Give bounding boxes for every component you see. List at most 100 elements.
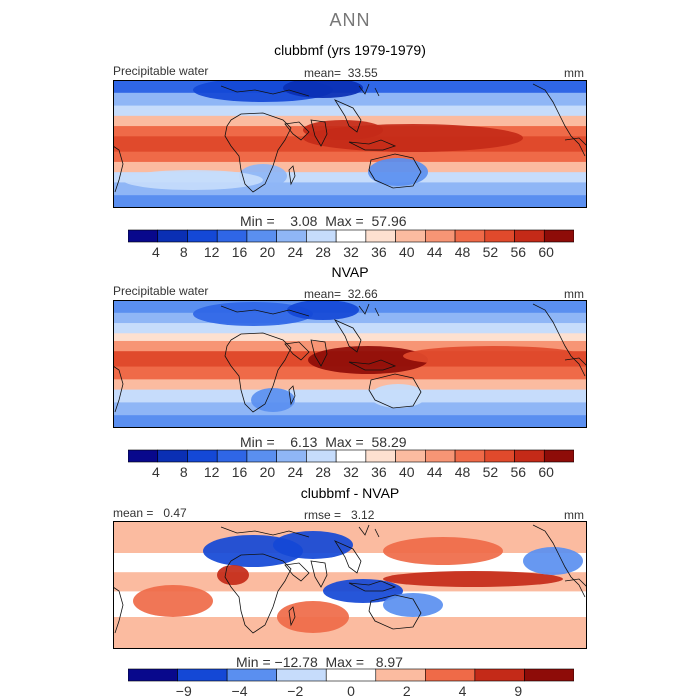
map-1-band [113,161,587,173]
central-america-coastline [532,524,586,598]
indonesia-coastline [348,139,397,151]
panel-1-variable-label: Precipitable water [113,64,209,78]
colorbar-2-tick-label: 8 [180,464,188,480]
colorbar-3-swatch [226,668,277,682]
panel-2-min-label: Min = [240,434,275,450]
colorbar-2-tick-label: 40 [399,464,415,480]
east-asia-coastline [358,524,380,538]
colorbar-2-tick-label: 32 [343,464,359,480]
map-2-dry-asia [287,300,359,320]
panel-3-units: mm [564,508,584,522]
map-3-central-america-negative [523,547,583,575]
mediterranean-coastline [220,305,310,317]
south-america-coastline [113,578,587,634]
colorbar-2-tick-label: 24 [287,464,303,480]
colorbar-1-swatch [454,229,486,243]
colorbar-2-swatch [425,449,456,463]
india-coastline [310,560,328,588]
colorbar-2-swatch [216,449,248,463]
panel-1-min-label: Min = [240,213,275,229]
colorbar-1-swatch [187,229,218,243]
colorbar-3-swatch [375,668,426,682]
arabia-coastline [284,121,310,141]
colorbar-1-tick-label: 8 [180,244,188,260]
colorbar-2-tick-label: 44 [427,464,443,480]
colorbar-1-tick-label: 24 [287,244,303,260]
colorbar-2-tick-label: 28 [315,464,331,480]
colorbar-1-tick-label: 16 [232,244,248,260]
colorbar-2-swatch [276,449,307,463]
panel-1-min-value: 3.08 [290,213,318,229]
colorbar-1-swatch [425,229,456,243]
colorbar-3-swatch [425,668,476,682]
map-2-band [113,379,587,391]
panel-2-title: NVAP [331,264,369,280]
panel-1-minmax: Min = 3.08 Max = 57.96 [240,213,407,229]
india-coastline [310,339,328,367]
map-2-band [113,312,587,324]
map-3-band [113,553,587,573]
map-2-australia [370,384,426,408]
east-asia-coastline [358,83,380,97]
panel-1-mean-value: 33.55 [347,66,378,80]
colorbar-1-swatch [276,229,307,243]
panel-3-colorbar: −9 −4 −2 0 2 4 9 [128,668,574,698]
colorbar-1-swatch [128,229,159,243]
colorbar-1-swatch [216,229,248,243]
colorbar-1-swatch [335,229,367,243]
colorbar-2-swatch [187,449,218,463]
panel-1-units: mm [564,66,584,80]
colorbar-2-swatch [128,449,159,463]
map-3-australia-negative [383,593,443,617]
colorbar-2-tick-label: 20 [260,464,276,480]
colorbar-1-tick-label: 52 [483,244,499,260]
colorbar-2-swatch [543,449,574,463]
indonesia-coastline [348,359,397,371]
colorbar-1-tick-label: 40 [399,244,415,260]
map-1-dry-asia [283,80,363,98]
colorbar-2-tick-label: 56 [510,464,526,480]
se-asia-coastline [333,319,362,353]
panel-2-map [113,300,587,428]
colorbar-3-swatch [474,668,525,682]
panel-3-min-label: Min = [236,654,271,670]
panel-1-mean-label: mean= 33.55 [304,66,378,80]
map-1-band [113,172,587,183]
panel-1-map [113,80,587,208]
map-2-pacific-itcz [403,346,583,366]
arabia-coastline [284,562,310,582]
colorbar-1-swatch [395,229,426,243]
colorbar-1-tick-label: 12 [204,244,220,260]
south-america-coastline [113,357,587,413]
se-asia-coastline [333,540,362,574]
map-2-band [113,415,587,428]
colorbar-1-tick-label: 56 [510,244,526,260]
colorbar-2-swatch [514,449,545,463]
colorbar-1-tick-label: 32 [343,244,359,260]
australia-coastline [368,594,422,630]
australia-coastline [368,373,422,409]
australia-coastline [368,153,422,189]
colorbar-3-tick-label: 0 [347,683,355,698]
colorbar-2-swatch [365,449,396,463]
panel-1-mean-text: mean= [304,66,342,80]
panel-3-mean-label: mean = 0.47 [113,506,187,520]
map-frame [113,300,587,428]
map-frame [113,80,587,208]
central-america-coastline [532,83,586,157]
panel-2-max-label: Max = [325,434,364,450]
map-3-asia-negative [273,531,353,559]
map-2-dry-north-africa [193,302,313,326]
colorbar-3-tick-label: 4 [459,683,467,698]
mediterranean-coastline [220,526,310,538]
map-3-atlantic-positive [133,585,213,617]
panel-3-mean-value: 0.47 [163,506,187,520]
panel-2-mean-value: 32.66 [347,287,378,301]
colorbar-3-swatch [177,668,228,682]
panel-3-title: clubbmf - NVAP [300,485,400,501]
map-1-australia-dry [368,158,428,186]
panel-1-max-value: 57.96 [371,213,407,229]
panel-2-mean-label: mean= 32.66 [304,287,378,301]
colorbar-3-swatch [128,668,178,682]
map-2-band [113,389,587,403]
